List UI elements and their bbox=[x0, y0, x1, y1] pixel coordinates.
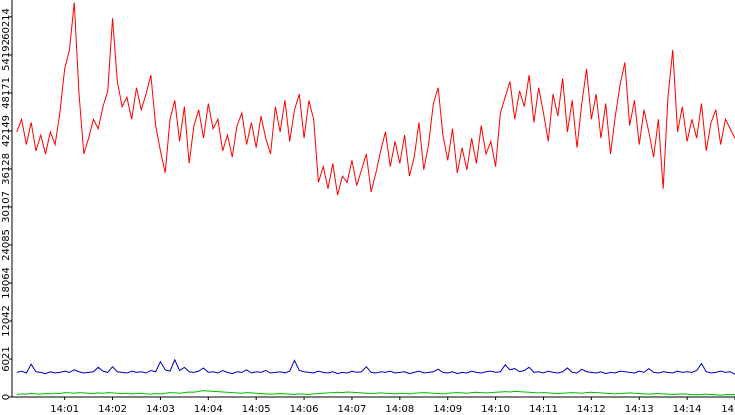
y-tick-label: 48171 bbox=[1, 77, 12, 109]
x-tick-label: 14:04 bbox=[194, 404, 223, 415]
y-tick-label: 12042 bbox=[1, 305, 12, 337]
series-line bbox=[16, 2, 735, 196]
x-tick-label: 14:06 bbox=[290, 404, 319, 415]
x-tick-label: 14:14 bbox=[673, 404, 702, 415]
y-tick-label: 18064 bbox=[1, 267, 12, 299]
x-tick-label: 14:13 bbox=[625, 404, 654, 415]
x-tick-label: 14:11 bbox=[529, 404, 558, 415]
x-tick-label: 14:10 bbox=[481, 404, 510, 415]
y-tick-label: 6021 bbox=[1, 346, 12, 371]
x-tick-label: 14:03 bbox=[146, 404, 175, 415]
x-tick-label: 14:02 bbox=[98, 404, 127, 415]
x-tick-label: 14:07 bbox=[338, 404, 367, 415]
x-tick-label: 14:09 bbox=[433, 404, 462, 415]
series-line bbox=[16, 390, 735, 396]
x-tick-label: 14:08 bbox=[385, 404, 414, 415]
y-tick-label: 0 bbox=[1, 394, 12, 400]
y-tick-label: 60214 bbox=[1, 8, 12, 40]
x-tick-label: 14 bbox=[721, 404, 734, 415]
series-line bbox=[16, 358, 735, 375]
y-tick-label: 36128 bbox=[1, 153, 12, 185]
x-tick-label: 14:12 bbox=[577, 404, 606, 415]
x-tick-label: 14:05 bbox=[242, 404, 271, 415]
x-tick-label: 14:01 bbox=[50, 404, 79, 415]
y-tick-label: 54192 bbox=[1, 39, 12, 71]
y-tick-label: 30107 bbox=[1, 191, 12, 223]
y-tick-label: 24085 bbox=[1, 229, 12, 261]
y-tick-label: 42149 bbox=[1, 115, 12, 147]
